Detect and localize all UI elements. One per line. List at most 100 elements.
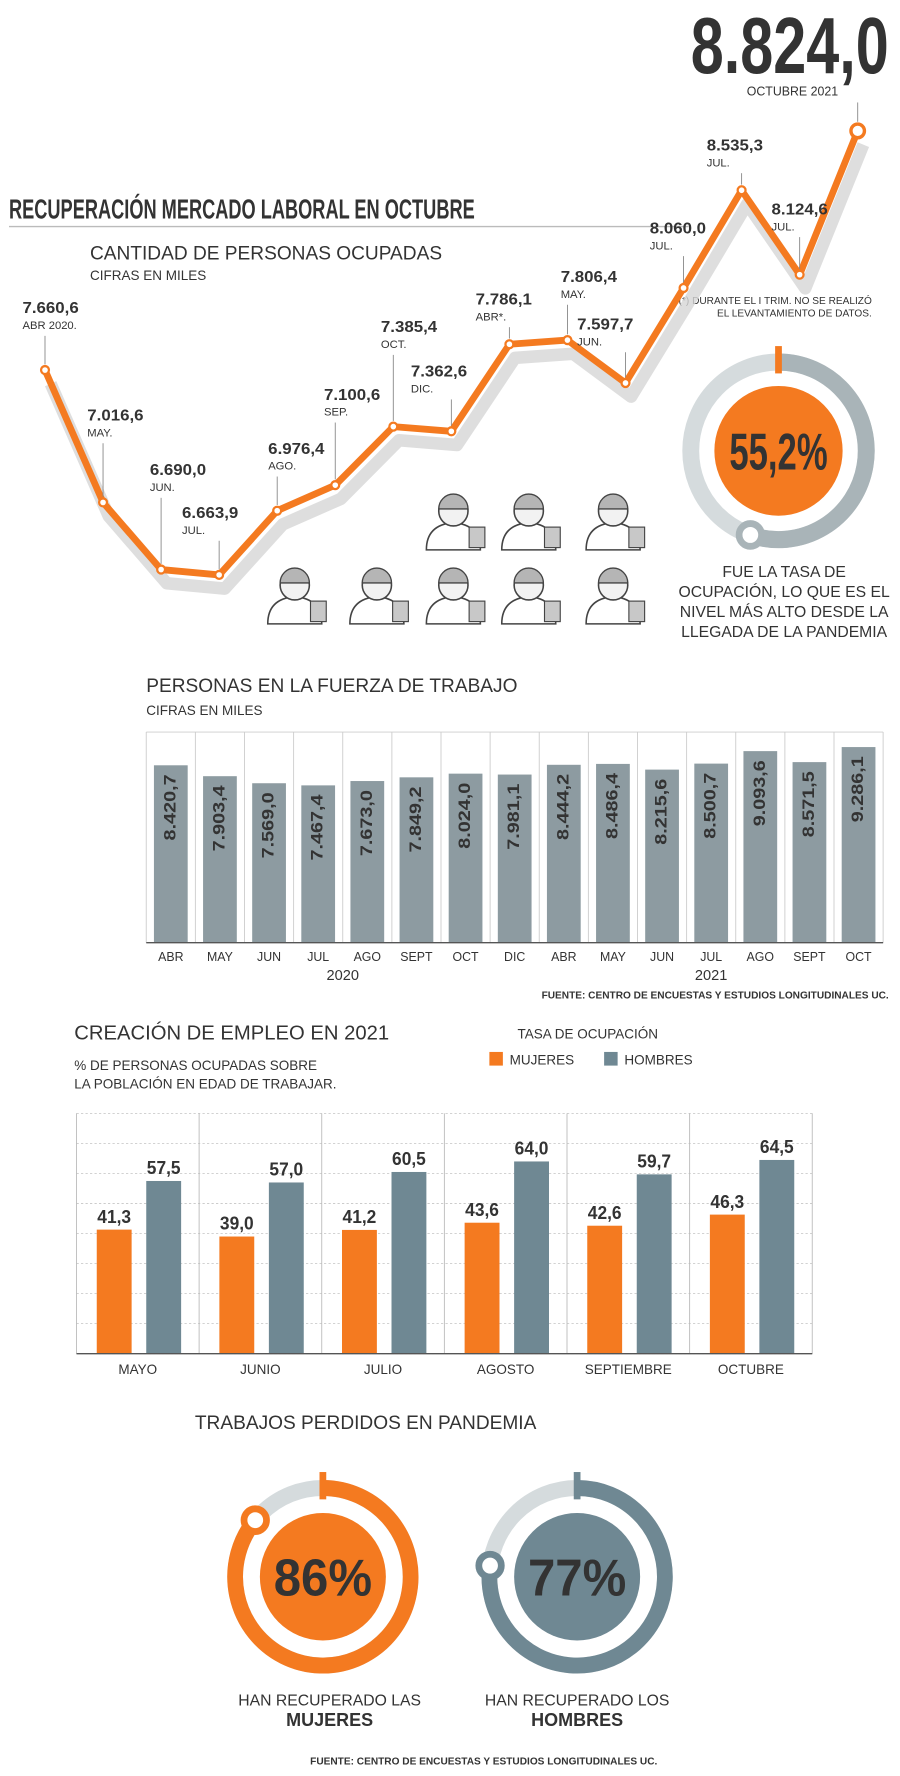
value-label: 7.016,6 <box>87 407 143 424</box>
donut-tick <box>573 1472 581 1500</box>
bar-value-label: 8.444,2 <box>553 774 572 840</box>
chart-title: PERSONAS EN LA FUERZA DE TRABAJO <box>146 676 517 697</box>
bar-value-label: 57,0 <box>269 1160 303 1180</box>
legend-label: HOMBRES <box>624 1052 692 1067</box>
bar <box>514 1161 549 1354</box>
period-label: JUL. <box>772 221 795 233</box>
period-label: DIC. <box>411 384 433 396</box>
x-tick-label: JULIO <box>364 1362 402 1377</box>
donut-value: 55,2% <box>729 423 827 481</box>
bar <box>146 1180 182 1354</box>
highlight-period: OCTUBRE 2021 <box>747 85 838 99</box>
bar-value-label: 59,7 <box>637 1151 671 1171</box>
icon-tool <box>628 526 646 549</box>
caption: FUE LA TASA DE <box>722 564 846 581</box>
x-tick-label: AGOSTO <box>477 1362 535 1377</box>
point <box>794 269 805 280</box>
donut-tick <box>775 346 782 374</box>
bar <box>268 1182 304 1354</box>
icon-tool <box>468 600 486 623</box>
worker-icon <box>500 493 561 551</box>
line-shadow <box>44 142 870 595</box>
bar <box>596 763 630 943</box>
bar-value-label: 7.903,4 <box>209 785 228 852</box>
x-tick-label: ABR <box>551 950 576 964</box>
bar <box>841 747 876 943</box>
value-label: 8.124,6 <box>772 201 828 218</box>
chart-title: CREACIÓN DE EMPLEO EN 2021 <box>74 1021 389 1044</box>
x-tick-label: DIC <box>504 950 525 964</box>
x-tick-label: OCT <box>453 950 479 964</box>
donut-tick <box>319 1472 327 1500</box>
donut-value: 77% <box>528 1549 626 1607</box>
main-title: RECUPERACIÓN MERCADO LABORAL EN OCTUBRE <box>9 193 475 224</box>
value-label: 6.690,0 <box>150 462 206 479</box>
highlight-value: 8.824,0 <box>691 0 889 90</box>
value-label: 7.597,7 <box>577 316 633 333</box>
value-label: 7.100,6 <box>324 387 380 404</box>
period-label: MAY. <box>87 427 112 439</box>
period-label: OCT. <box>381 339 407 351</box>
bar <box>391 1171 427 1354</box>
period-label: JUN. <box>577 336 602 348</box>
icon-hair <box>597 567 629 584</box>
worker-icon <box>425 493 486 551</box>
point <box>562 334 573 346</box>
point <box>620 377 631 389</box>
value-label: 7.806,4 <box>561 269 617 286</box>
x-tick-label: JUNIO <box>240 1362 281 1377</box>
donut-knob <box>735 520 765 550</box>
icon-hair <box>438 493 469 510</box>
value-label: 6.663,9 <box>182 505 238 522</box>
legend-label: MUJERES <box>510 1052 575 1067</box>
donut-arc <box>747 353 875 549</box>
bar-value-label: 8.024,0 <box>455 783 474 849</box>
chart-subtitle: LA POBLACIÓN EN EDAD DE TRABAJAR. <box>74 1076 336 1091</box>
bar-value-label: 9.093,6 <box>750 760 769 826</box>
bar-value-label: 8.215,6 <box>652 779 671 845</box>
icon-hair <box>361 567 393 584</box>
bar-value-label: 7.981,1 <box>504 784 523 850</box>
chart-subtitle: CIFRAS EN MILES <box>146 703 262 718</box>
x-tick-label: OCTUBRE <box>718 1362 784 1377</box>
x-tick-label: MAYO <box>118 1362 157 1377</box>
donut-value: 86% <box>274 1549 372 1607</box>
group-label: 2021 <box>695 968 728 984</box>
bar <box>203 776 237 943</box>
point <box>388 421 399 432</box>
x-tick-label: JUN <box>257 950 281 964</box>
bar-value-label: 8.486,4 <box>602 772 621 839</box>
period-label: JUL. <box>650 240 673 252</box>
icon-hair <box>279 567 311 584</box>
bar-value-label: 46,3 <box>710 1192 744 1212</box>
donut-arc <box>481 1480 673 1674</box>
source: FUENTE: CENTRO DE ENCUESTAS Y ESTUDIOS L… <box>542 990 889 1001</box>
bar-value-label: 41,2 <box>343 1207 377 1227</box>
icon-tool <box>392 600 409 623</box>
bar <box>252 783 286 943</box>
bar <box>645 769 679 943</box>
x-tick-label: SEPT <box>400 950 433 964</box>
bar-value-label: 7.569,0 <box>259 792 278 858</box>
period-label: ABR 2020. <box>23 320 77 332</box>
point <box>272 505 283 516</box>
worker-icon <box>349 567 409 625</box>
value-label: 7.362,6 <box>411 364 467 381</box>
x-tick-label: JUL <box>700 950 722 964</box>
caption-emphasis: HOMBRES <box>531 1710 623 1730</box>
worker-icon <box>585 567 646 625</box>
bar <box>350 781 385 943</box>
bar-value-label: 60,5 <box>392 1149 426 1169</box>
point <box>678 282 689 294</box>
point <box>39 364 51 376</box>
caption: HAN RECUPERADO LAS <box>238 1692 421 1709</box>
donut-knob <box>475 1550 505 1581</box>
bar <box>219 1236 255 1354</box>
caption: OCUPACIÓN, LO QUE ES EL <box>678 582 889 601</box>
icon-hair <box>513 567 545 584</box>
period-label: JUL. <box>707 157 730 169</box>
period-label: AGO. <box>268 461 296 473</box>
bar-value-label: 64,0 <box>515 1139 549 1159</box>
legend-swatch <box>489 1051 503 1066</box>
bar-value-label: 7.673,0 <box>357 790 376 856</box>
